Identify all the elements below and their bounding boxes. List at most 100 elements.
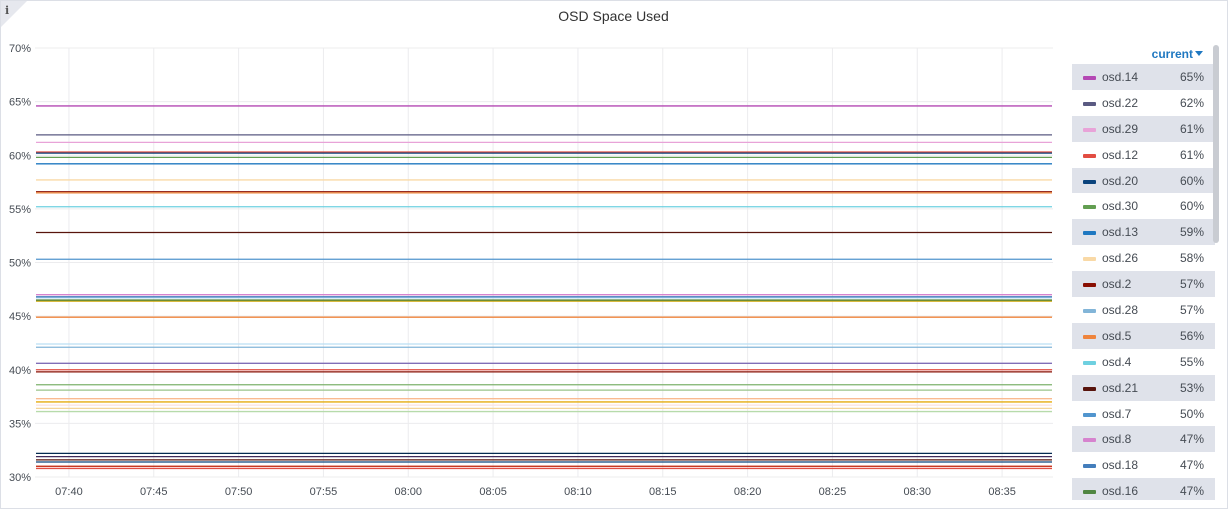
legend-item-osd-7[interactable]: osd.7 50%	[1072, 401, 1215, 427]
y-tick-label: 55%	[9, 204, 31, 216]
legend-swatch[interactable]	[1083, 412, 1096, 417]
legend-swatch[interactable]	[1083, 283, 1096, 288]
legend-series-name: osd.8	[1102, 432, 1132, 447]
panel-info-corner[interactable]	[1, 1, 27, 27]
legend-current-value: 58%	[1179, 251, 1204, 266]
legend-item-osd-13[interactable]: osd.13 59%	[1072, 219, 1215, 246]
legend-series-name: osd.16	[1102, 484, 1139, 499]
legend-series-name: osd.21	[1102, 380, 1139, 395]
x-tick-label: 07:40	[55, 486, 83, 498]
legend-scrollbar[interactable]	[1213, 45, 1219, 243]
legend-series-name: osd.28	[1102, 303, 1139, 318]
legend-sort-current[interactable]: current	[1152, 47, 1203, 61]
legend-current-value: 60%	[1179, 173, 1204, 188]
x-tick-label: 08:25	[819, 486, 847, 498]
y-tick-label: 35%	[9, 418, 31, 430]
y-tick-label: 60%	[9, 150, 31, 162]
legend-series-name: osd.29	[1102, 121, 1139, 136]
legend-item-osd-4[interactable]: osd.4 55%	[1072, 349, 1215, 375]
legend-swatch[interactable]	[1083, 127, 1096, 132]
legend-swatch[interactable]	[1083, 101, 1096, 106]
y-tick-label: 50%	[9, 258, 31, 270]
legend-series-name: osd.30	[1102, 199, 1139, 214]
legend-current-value: 55%	[1179, 354, 1204, 369]
legend-item-osd-8[interactable]: osd.8 47%	[1072, 426, 1215, 453]
legend-item-osd-28[interactable]: osd.28 57%	[1072, 297, 1215, 323]
legend-swatch[interactable]	[1083, 179, 1096, 184]
legend-item-osd-2[interactable]: osd.2 57%	[1072, 271, 1215, 298]
x-tick-label: 08:35	[988, 486, 1016, 498]
legend-series-name: osd.7	[1102, 406, 1132, 421]
legend-swatch[interactable]	[1083, 360, 1096, 365]
legend-swatch[interactable]	[1083, 309, 1096, 314]
legend-current-value: 61%	[1179, 147, 1204, 162]
legend-item-osd-5[interactable]: osd.5 56%	[1072, 322, 1215, 349]
legend-item-osd-29[interactable]: osd.29 61%	[1072, 115, 1215, 142]
x-tick-label: 08:10	[564, 486, 592, 498]
legend-current-value: 50%	[1179, 406, 1204, 421]
legend-swatch[interactable]	[1083, 490, 1096, 495]
legend-current-value: 60%	[1179, 199, 1204, 214]
legend-rows: osd.14 65% osd.22 62% osd.29 61% osd.12 61% osd.…	[1072, 64, 1215, 500]
x-tick-label: 08:05	[479, 486, 507, 498]
chart-plot: 30%35%40%45%50%55%60%65%70% 07:40 07:45 07…	[9, 43, 1053, 498]
legend-swatch[interactable]	[1083, 76, 1096, 80]
legend-series-name: osd.2	[1102, 277, 1132, 292]
legend-series-name: osd.5	[1102, 328, 1132, 343]
x-tick-label: 07:50	[225, 486, 253, 498]
x-tick-label: 08:00	[395, 486, 423, 498]
legend-item-osd-26[interactable]: osd.26 58%	[1072, 245, 1215, 271]
legend-item-osd-21[interactable]: osd.21 53%	[1072, 374, 1215, 401]
legend-series-name: osd.12	[1102, 147, 1139, 162]
legend-series-name: osd.26	[1102, 251, 1139, 266]
y-axis-ticks: 30% 35% 40% 45% 50% 55% 60% 65% 70%	[9, 43, 31, 484]
legend: current osd.14 65% osd.22 62% osd.29 61% osd.1…	[1072, 45, 1215, 500]
y-tick-label: 45%	[9, 311, 31, 323]
info-icon[interactable]: i	[5, 4, 10, 17]
legend-current-value: 65%	[1179, 70, 1204, 84]
legend-current-value: 47%	[1179, 432, 1204, 447]
legend-swatch[interactable]	[1083, 231, 1096, 236]
legend-series-name: osd.22	[1102, 95, 1139, 110]
x-axis-ticks: 07:40 07:45 07:50 07:55 08:00 08:05 08:10 08:15…	[55, 486, 1016, 498]
legend-item-osd-18[interactable]: osd.18 47%	[1072, 452, 1215, 478]
legend-item-osd-20[interactable]: osd.20 60%	[1072, 167, 1215, 194]
legend-current-value: 57%	[1179, 303, 1204, 318]
legend-swatch[interactable]	[1083, 153, 1096, 158]
legend-series-name: osd.13	[1102, 225, 1139, 240]
legend-item-osd-16[interactable]: osd.16 47%	[1072, 478, 1215, 500]
x-tick-label: 08:20	[734, 486, 762, 498]
legend-current-value: 59%	[1179, 225, 1204, 240]
legend-series-name: osd.20	[1102, 173, 1139, 188]
legend-series-name: osd.4	[1102, 354, 1132, 369]
legend-item-osd-30[interactable]: osd.30 60%	[1072, 193, 1215, 219]
legend-header-label: current	[1151, 47, 1193, 61]
legend-series-name: osd.18	[1102, 458, 1139, 473]
panel-title[interactable]: OSD Space Used	[558, 8, 669, 24]
legend-current-value: 47%	[1179, 458, 1204, 473]
y-tick-label: 70%	[9, 43, 31, 55]
legend-swatch[interactable]	[1083, 386, 1096, 391]
legend-item-osd-14[interactable]: osd.14 65%	[1072, 64, 1215, 90]
legend-swatch[interactable]	[1083, 205, 1096, 210]
x-tick-label: 07:45	[140, 486, 168, 498]
legend-swatch[interactable]	[1083, 334, 1096, 339]
legend-series-name: osd.14	[1102, 70, 1139, 84]
legend-current-value: 56%	[1179, 328, 1204, 343]
grid-lines	[35, 47, 1053, 478]
legend-current-value: 57%	[1179, 277, 1204, 292]
legend-current-value: 62%	[1179, 95, 1204, 110]
x-tick-label: 07:55	[310, 486, 338, 498]
x-tick-label: 08:30	[904, 486, 932, 498]
legend-item-osd-22[interactable]: osd.22 62%	[1072, 90, 1215, 116]
legend-item-osd-12[interactable]: osd.12 61%	[1072, 142, 1215, 168]
legend-current-value: 53%	[1179, 380, 1204, 395]
legend-swatch[interactable]	[1083, 438, 1096, 443]
sort-caret-icon	[1195, 51, 1203, 56]
legend-swatch[interactable]	[1083, 257, 1096, 262]
x-tick-label: 08:15	[649, 486, 677, 498]
y-tick-label: 40%	[9, 365, 31, 377]
legend-current-value: 47%	[1179, 484, 1204, 499]
legend-swatch[interactable]	[1083, 464, 1096, 469]
